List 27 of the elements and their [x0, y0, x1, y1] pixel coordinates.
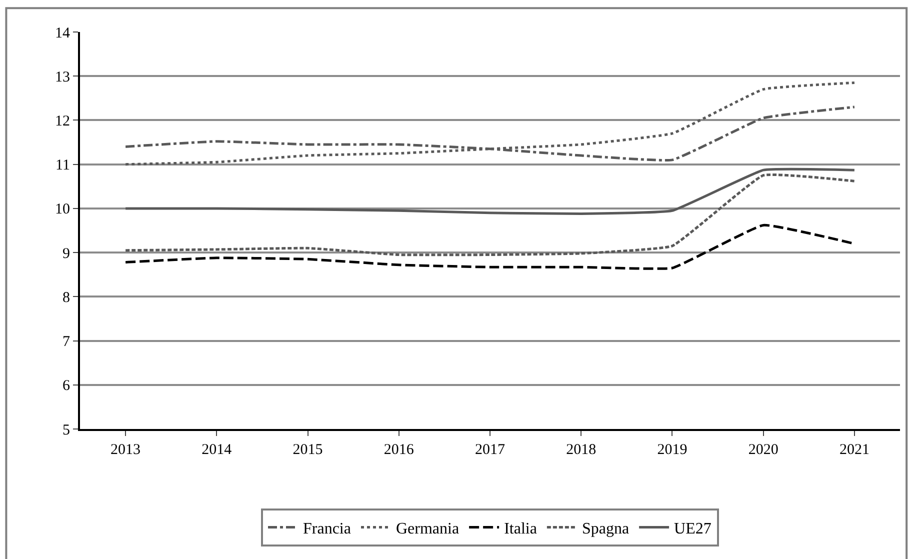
y-tick-label: 11 [56, 158, 70, 174]
y-tick-label: 8 [62, 290, 70, 306]
y-tick-label: 14 [55, 25, 70, 42]
y-tick-label: 5 [62, 422, 70, 438]
line-series [124, 81, 856, 166]
y-tick-label: 12 [55, 113, 70, 130]
x-tick-label: 2016 [384, 442, 414, 458]
x-tick-label: 2020 [748, 442, 778, 458]
legend-label: Spagna [582, 520, 630, 538]
legend-label: Italia [504, 520, 537, 538]
y-tick-label: 9 [62, 246, 70, 262]
legend-label: Germania [396, 520, 460, 538]
x-tick-label: 2014 [202, 442, 232, 458]
x-tick-label: 2021 [839, 442, 870, 458]
y-tick-label: 13 [55, 69, 70, 86]
x-tick-label: 2015 [292, 442, 323, 458]
legend-label: Francia [303, 520, 351, 538]
x-tick-label: 2018 [566, 442, 596, 458]
x-tick-label: 2019 [657, 442, 688, 458]
y-tick-label: 7 [62, 334, 70, 350]
x-tick-label: 2013 [110, 442, 141, 458]
y-tick-label: 6 [62, 378, 70, 394]
x-tick-label: 2017 [475, 442, 506, 458]
legend-label: UE27 [674, 520, 712, 538]
line-series [124, 168, 856, 215]
y-tick-label: 10 [55, 202, 70, 218]
line-series [124, 174, 856, 256]
